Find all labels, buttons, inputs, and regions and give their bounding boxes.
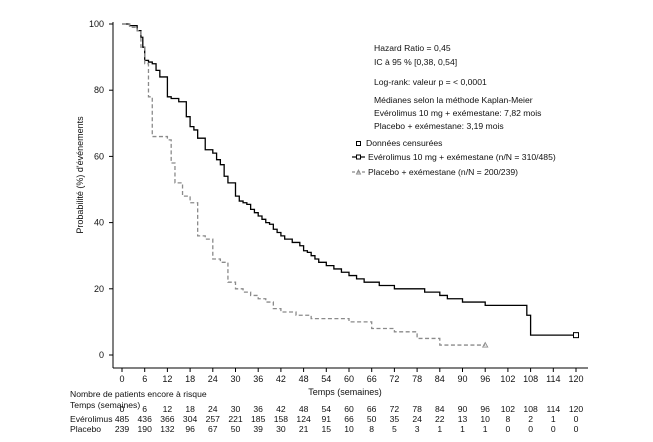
x-tick-label: 60 — [344, 374, 354, 384]
legend-censor-label: Données censurées — [366, 138, 442, 148]
ticks: 0 20 40 60 80 100 0 6 12 18 24 30 36 42 48 54 60 66 72 78 84… — [89, 19, 584, 384]
x-tick-label: 72 — [389, 374, 399, 384]
ci-text: IC à 95 % [0,38, 0,54] — [374, 57, 457, 67]
legend-censor-icon — [356, 141, 361, 146]
censor-mark — [573, 332, 579, 339]
x-tick-label: 66 — [367, 374, 377, 384]
x-tick-label: 36 — [253, 374, 263, 384]
x-tick-label: 42 — [276, 374, 286, 384]
x-tick-label: 54 — [321, 374, 331, 384]
y-axis-label: Probabilité (%) d'événements — [75, 116, 85, 234]
x-tick-label: 12 — [162, 374, 172, 384]
y-tick-label: 20 — [94, 284, 104, 294]
everolimus-curve — [122, 23, 576, 336]
axes — [112, 22, 588, 369]
y-tick-label: 0 — [99, 350, 104, 360]
x-tick-label: 48 — [299, 374, 309, 384]
x-tick-label: 108 — [523, 374, 538, 384]
x-tick-label: 114 — [546, 374, 560, 384]
placebo-curve — [122, 23, 486, 346]
y-tick-label: 40 — [94, 218, 104, 228]
y-tick-label: 100 — [89, 19, 104, 29]
x-tick-label: 84 — [435, 374, 445, 384]
x-tick-label: 90 — [457, 374, 467, 384]
risk-table-title: Nombre de patients encore à risque — [70, 389, 207, 399]
risk-table-time-label: Temps (semaines) — [70, 400, 141, 410]
x-tick-label: 18 — [185, 374, 195, 384]
x-axis-label: Temps (semaines) — [308, 387, 382, 397]
legend-placebo-label: Placebo + exémestane (n/N = 200/239) — [368, 167, 518, 177]
x-tick-label: 102 — [500, 374, 515, 384]
legend-everolimus-marker — [356, 154, 361, 160]
annotations: Hazard Ratio = 0,45 IC à 95 % [0,38, 0,5… — [374, 43, 541, 131]
x-tick-label: 120 — [568, 374, 583, 384]
hazard-ratio-text: Hazard Ratio = 0,45 — [374, 43, 451, 53]
medians-title-text: Médianes selon la méthode Kaplan-Meier — [374, 95, 533, 105]
censor-marks — [481, 332, 579, 348]
series-lines — [122, 23, 576, 346]
x-tick-label: 96 — [480, 374, 490, 384]
x-tick-label: 6 — [142, 374, 147, 384]
median-everolimus-text: Evérolimus 10 mg + exémestane: 7,82 mois — [374, 108, 541, 118]
logrank-text: Log-rank: valeur p = < 0,0001 — [374, 77, 487, 87]
y-tick-label: 60 — [94, 151, 104, 161]
legend-placebo-marker — [355, 168, 362, 175]
median-placebo-text: Placebo + exémestane: 3,19 mois — [374, 121, 504, 131]
censor-mark — [481, 341, 489, 348]
y-tick-label: 80 — [94, 85, 104, 95]
x-tick-label: 30 — [230, 374, 240, 384]
legend-everolimus-label: Evérolimus 10 mg + exémestane (n/N = 310… — [368, 152, 556, 162]
legend: Données censurées Evérolimus 10 mg + exé… — [352, 138, 556, 177]
x-tick-label: 0 — [119, 374, 124, 384]
x-tick-label: 78 — [412, 374, 422, 384]
x-tick-label: 24 — [208, 374, 218, 384]
